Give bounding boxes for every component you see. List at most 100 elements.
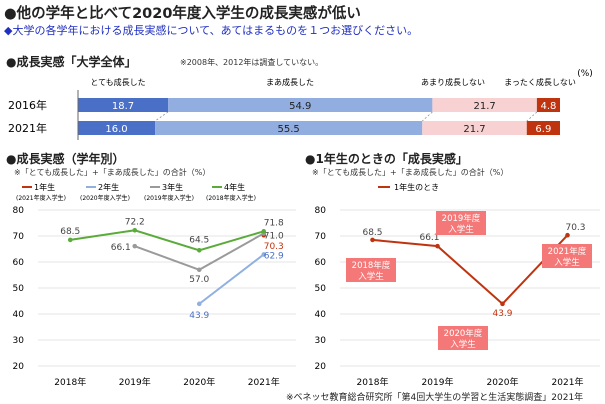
bar-segment — [536, 98, 560, 112]
first-year-data-label: 68.5 — [362, 228, 382, 238]
grade-data-label: 70.3 — [264, 242, 284, 252]
first-year-chart-title: ●1年生のときの「成長実感」 — [305, 152, 468, 166]
grade-y-tick-label: 20 — [13, 362, 25, 372]
grade-y-tick-label: 70 — [13, 232, 25, 242]
first-year-x-tick-label: 2021年 — [552, 376, 584, 388]
bar-value-label: 55.5 — [278, 124, 300, 135]
grade-data-label: 62.9 — [264, 251, 284, 261]
grade-data-point — [261, 229, 267, 234]
grade-data-point — [67, 237, 73, 243]
legend-label: まあ成長した — [266, 77, 314, 87]
bar-value-label: 4.8 — [540, 101, 556, 112]
first-year-y-tick-label: 70 — [315, 232, 327, 242]
grade-y-tick-label: 50 — [13, 284, 25, 294]
grade-x-tick-label: 2021年 — [248, 376, 280, 388]
year-callout-text: 入学生 — [358, 271, 384, 282]
year-callout-text: 2019年度 — [442, 213, 481, 224]
grade-data-point — [196, 248, 202, 253]
grade-data-label: 43.9 — [189, 311, 209, 321]
grade-y-tick-label: 30 — [13, 336, 25, 346]
grade-data-label: 68.5 — [60, 227, 80, 237]
source-note: ※ベネッセ教育総合研究所「第4回大学生の学習と生活実態調査」2021年 — [286, 393, 584, 403]
first-year-data-point — [370, 237, 375, 243]
bar-segment — [168, 98, 433, 112]
bar-segment — [78, 121, 156, 135]
grade-y-tick-label: 80 — [13, 206, 25, 216]
year-callout-text: 2021年度 — [548, 246, 587, 257]
legend-label: まったく成長しない — [504, 77, 576, 87]
grade-legend-sublabel: (2019年度入学生) — [144, 194, 194, 202]
legend-label: とても成長した — [90, 77, 145, 87]
first-year-y-tick-label: 20 — [315, 362, 327, 372]
overall-unit-label: (%) — [577, 69, 593, 79]
first-year-data-point — [565, 232, 570, 238]
first-year-x-tick-label: 2020年 — [487, 376, 519, 388]
legend-label: あまり成長しない — [421, 77, 485, 87]
first-year-data-label: 66.1 — [419, 233, 439, 243]
first-year-x-tick-label: 2018年 — [357, 376, 389, 388]
first-year-series-line — [372, 234, 569, 306]
grade-data-point — [196, 267, 202, 273]
overall-chart-title-text: 成長実感「大学全体」 — [16, 55, 137, 69]
grade-series-line — [70, 229, 265, 252]
first-year-legend-label: 1年生のとき — [394, 182, 439, 192]
first-year-chart-note: ※「とても成長した」+「まあ成長した」の合計（%） — [312, 168, 509, 177]
grade-legend-sublabel: (2021年度入学生) — [16, 194, 66, 202]
grade-legend-sublabel: (2018年度入学生) — [206, 194, 256, 202]
grade-x-tick-label: 2020年 — [183, 376, 215, 388]
bar-connector-line — [422, 111, 433, 122]
grade-data-label: 64.5 — [189, 235, 209, 245]
first-year-data-point — [500, 301, 505, 307]
grade-legend-label: 3年生 — [162, 182, 183, 192]
first-year-y-tick-label: 50 — [315, 284, 327, 294]
year-callout-text: 2020年度 — [444, 328, 483, 339]
grade-data-label: 71.8 — [264, 218, 284, 228]
first-year-y-tick-label: 60 — [315, 258, 327, 268]
bar-connector-line — [526, 111, 538, 122]
bar-segment — [432, 98, 537, 112]
year-callout-box — [346, 258, 396, 282]
grade-legend-label: 1年生 — [34, 182, 55, 192]
overall-chart-note: ※2008年、2012年は調査していない。 — [180, 58, 324, 67]
bar-segment — [155, 121, 423, 135]
bar-segment — [526, 121, 560, 135]
year-callout-box — [436, 211, 486, 235]
first-year-y-tick-label: 40 — [315, 310, 327, 320]
bar-segment — [78, 98, 169, 112]
first-year-line-chart: 80 70 60 50 40 30 20 2018年 2019年 2020年 2021年 1年生のとき… — [315, 182, 600, 388]
page-title: ●他の学年と比べて2020年度入学生の成長実感が低い — [4, 6, 361, 22]
overall-bar-chart: (%) とても成長した まあ成長した あまり成長しない まったく成長しない 2016年 18… — [8, 69, 593, 140]
grade-data-point — [132, 243, 138, 249]
year-callout-text: 入学生 — [554, 257, 580, 268]
first-year-data-label: 70.3 — [565, 223, 585, 233]
row-label: 2021年 — [8, 121, 47, 135]
grade-legend-sublabel: (2020年度入学生) — [80, 194, 130, 202]
year-callout-box — [542, 244, 592, 268]
grade-chart-note: ※「とても成長した」+「まあ成長した」の合計（%） — [14, 168, 211, 177]
grade-x-tick-label: 2019年 — [119, 376, 151, 388]
year-callout-box — [438, 326, 488, 350]
grade-line-chart: 80 70 60 50 40 30 20 2018年 2019年 2020年 2021年 1年生 (20… — [13, 182, 296, 388]
grade-x-tick-label: 2018年 — [54, 376, 86, 388]
bar-value-label: 18.7 — [112, 101, 134, 112]
grade-data-label: 57.0 — [189, 275, 209, 285]
bar-segment — [422, 121, 527, 135]
row-label: 2016年 — [8, 98, 47, 112]
year-callout-text: 2018年度 — [352, 260, 391, 271]
grade-data-point — [261, 252, 267, 257]
bar-value-label: 21.7 — [474, 101, 496, 112]
first-year-data-point — [435, 243, 440, 249]
first-year-data-label: 43.9 — [492, 309, 512, 319]
grade-chart-title: ●成長実感（学年別） — [6, 152, 125, 166]
first-year-y-tick-label: 30 — [315, 336, 327, 346]
overall-chart-title: ●成長実感「大学全体」 — [6, 55, 137, 69]
first-year-y-tick-label: 80 — [315, 206, 327, 216]
grade-data-point — [196, 301, 202, 307]
grade-y-tick-label: 60 — [13, 258, 25, 268]
year-callout-text: 入学生 — [448, 224, 474, 235]
grade-y-tick-label: 40 — [13, 310, 25, 320]
grade-data-point — [132, 227, 138, 233]
year-callout-text: 入学生 — [450, 339, 476, 350]
bar-value-label: 6.9 — [535, 124, 551, 135]
bar-value-label: 54.9 — [289, 101, 311, 112]
